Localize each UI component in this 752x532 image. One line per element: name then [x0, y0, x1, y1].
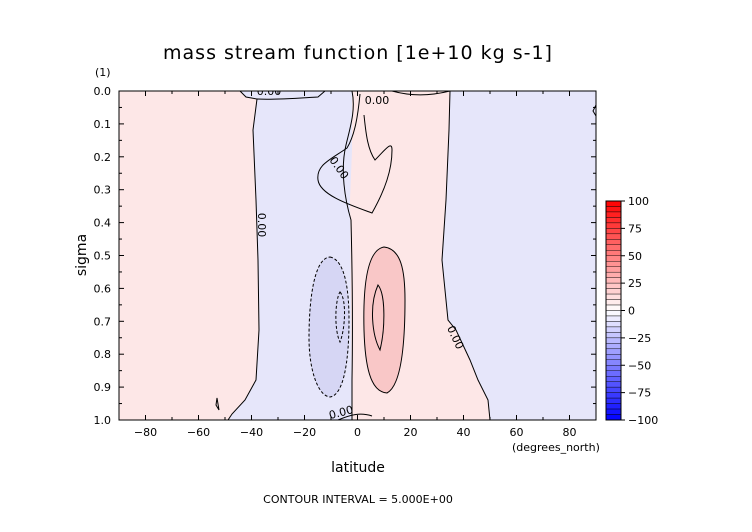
y-tick-label: 0.4 [94, 217, 112, 230]
colorbar-tick-label: 0 [628, 305, 635, 318]
colorbar-swatch [605, 250, 622, 256]
colorbar-swatch [605, 255, 622, 262]
colorbar-swatch [605, 206, 622, 213]
colorbar-swatch [605, 348, 622, 355]
colorbar-swatch [605, 282, 622, 289]
colorbar-swatch [605, 211, 622, 218]
contour-label: 0.00 [365, 94, 390, 107]
colorbar-swatch [605, 392, 622, 399]
colorbar-swatch [605, 233, 622, 240]
colorbar-swatch [605, 414, 622, 421]
x-unit-label: (degrees_north) [512, 441, 600, 454]
x-tick-label: −20 [293, 426, 316, 439]
colorbar-tick-label: −75 [628, 387, 651, 400]
contour-interval-note: CONTOUR INTERVAL = 5.000E+00 [263, 493, 453, 506]
x-tick-label: 40 [457, 426, 471, 439]
colorbar-swatch [605, 397, 622, 404]
colorbar-tick-label: −25 [628, 332, 651, 345]
x-tick-label: 60 [510, 426, 524, 439]
colorbar-swatch [605, 310, 622, 317]
colorbar-swatch [605, 222, 622, 229]
x-axis: −80 −60 −40 −20 0 20 40 60 80 [118, 91, 597, 439]
contour-label: 0.00 [328, 403, 355, 422]
colorbar-tick-label: 25 [628, 277, 642, 290]
colorbar-swatch [605, 217, 622, 224]
x-tick-label: −40 [240, 426, 263, 439]
colorbar-tick-label: 100 [628, 195, 649, 208]
colorbar-swatch [605, 293, 622, 300]
colorbar-swatch [605, 370, 622, 377]
colorbar-swatch [605, 343, 622, 350]
colorbar-tick-label: 75 [628, 222, 642, 235]
contour-label: 0.00 [257, 85, 282, 98]
colorbar: 100 75 50 25 0 −25 −50 −75 −100 [605, 195, 658, 427]
colorbar-swatch [605, 266, 622, 273]
region-negative-top [240, 91, 325, 99]
colorbar-swatch [605, 326, 622, 333]
y-axis: 0.0 0.1 0.2 0.3 0.4 0.5 0.6 0.7 0.8 0.9 1.0 [94, 85, 596, 427]
plot-area: 0.00 0.00 0.00 0.00 0.00 0.00 0.00.10.20… [94, 85, 597, 439]
contour-label: 0.00 [255, 213, 268, 238]
x-tick-label: −80 [134, 426, 157, 439]
colorbar-swatch [605, 239, 622, 245]
x-tick-label: −60 [187, 426, 210, 439]
x-tick-label: 0 [354, 426, 361, 439]
contour-small-west [215, 397, 220, 411]
colorbar-swatch [605, 403, 622, 410]
colorbar-swatch [605, 337, 622, 344]
y-tick-label: 1.0 [94, 414, 112, 427]
x-tick-label: 80 [563, 426, 577, 439]
colorbar-swatch [605, 359, 622, 366]
contour-zero-west [227, 91, 260, 420]
contour-zero-notch [317, 93, 393, 214]
colorbar-swatch [605, 228, 622, 235]
y-tick-label: 0.6 [94, 282, 112, 295]
region-negative-inner [309, 257, 349, 397]
colorbar-swatch [605, 277, 622, 284]
colorbar-swatch [605, 244, 622, 251]
y-tick-label: 0.2 [94, 151, 112, 164]
colorbar-swatch [605, 299, 622, 306]
y-tick-label: 0.3 [94, 184, 112, 197]
contour-dashed-inner [335, 291, 345, 344]
y-unit-label: (1) [95, 66, 111, 79]
colorbar-swatch [605, 304, 622, 311]
contour-solid-outer [363, 246, 406, 394]
contour-zero-top-right [391, 91, 451, 96]
y-tick-label: 0.5 [94, 250, 112, 263]
colorbar-swatch [605, 354, 622, 360]
colorbar-swatch [605, 261, 622, 267]
y-tick-label: 0.7 [94, 315, 112, 328]
colorbar-tick-label: −100 [628, 414, 658, 427]
colorbar-swatch [605, 386, 622, 393]
contour-zero-central [342, 91, 354, 420]
contour-dashed-outer [308, 256, 350, 398]
colorbar-swatch [605, 365, 622, 371]
colorbar-swatch [605, 271, 622, 278]
contour-zero-bottom [337, 413, 373, 420]
colorbar-swatch [605, 376, 622, 382]
colorbar-tick-label: 50 [628, 250, 642, 263]
x-tick-label: 20 [404, 426, 418, 439]
colorbar-swatch [605, 381, 622, 388]
chart-title: mass stream function [1e+10 kg s-1] [163, 42, 553, 64]
colorbar-swatch [605, 315, 622, 322]
contour-zero-east [441, 91, 491, 420]
contour-solid-inner [371, 284, 385, 352]
y-axis-label: sigma [74, 234, 90, 276]
y-tick-label: 0.1 [94, 118, 112, 131]
colorbar-tick-label: −50 [628, 359, 651, 372]
x-axis-label: latitude [331, 460, 385, 476]
colorbar-swatch [605, 200, 622, 207]
colorbar-swatch [605, 408, 622, 415]
colorbar-swatch [605, 288, 622, 295]
y-tick-label: 0.8 [94, 348, 112, 361]
contour-zero-top-left [256, 91, 326, 100]
region-positive-inner [363, 247, 405, 393]
colorbar-swatch [605, 321, 622, 328]
y-tick-label: 0.0 [94, 85, 112, 98]
colorbar-swatch [605, 332, 622, 339]
y-tick-label: 0.9 [94, 381, 112, 394]
